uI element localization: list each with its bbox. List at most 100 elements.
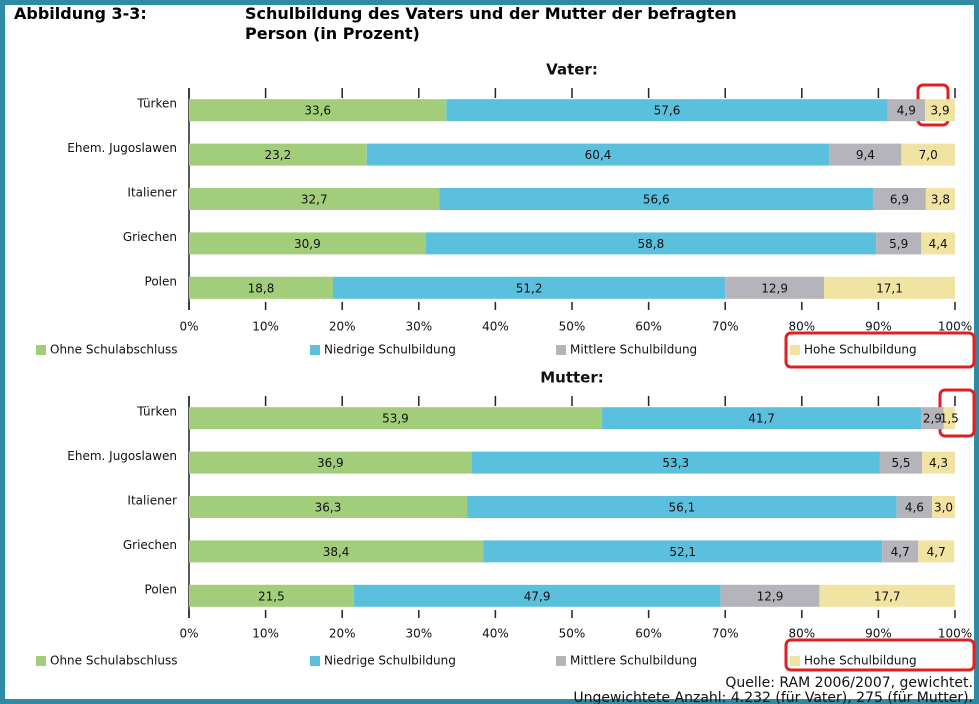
x-tick-label: 10%	[252, 320, 279, 334]
x-tick-label: 30%	[405, 627, 432, 641]
bar-segment	[943, 407, 955, 430]
value-label: 4,6	[905, 501, 924, 515]
bar-segment	[896, 496, 933, 518]
x-tick-label: 50%	[559, 320, 586, 334]
legend-swatch	[556, 345, 566, 355]
x-tick-label: 0%	[179, 627, 198, 641]
legend-swatch	[310, 345, 320, 355]
x-tick-label: 60%	[635, 627, 662, 641]
bar-segment	[189, 188, 440, 210]
value-label: 4,3	[929, 456, 948, 470]
category-label: Türken	[136, 405, 177, 419]
bar-segment	[720, 584, 820, 607]
bar-segment	[932, 496, 955, 518]
value-label: 32,7	[301, 193, 328, 207]
bar-segment	[353, 584, 721, 607]
bar-segment	[876, 232, 922, 255]
legend-label: Niedrige Schulbildung	[324, 654, 456, 668]
bar-segment	[873, 188, 926, 210]
value-label: 23,2	[264, 148, 291, 162]
bar-segment	[189, 451, 472, 474]
value-label: 17,7	[874, 589, 901, 603]
legend-label: Ohne Schulabschluss	[50, 343, 177, 357]
bar-segment	[189, 232, 426, 255]
value-label: 5,5	[891, 456, 910, 470]
bar-segment	[467, 496, 897, 518]
value-label: 4,7	[927, 545, 946, 559]
bar-segment	[922, 451, 955, 474]
category-label: Italiener	[127, 186, 177, 200]
bar-segment	[925, 188, 955, 210]
value-label: 47,9	[524, 589, 551, 603]
legend-label: Ohne Schulabschluss	[50, 654, 177, 668]
bar-segment	[725, 276, 825, 299]
legend-swatch	[556, 656, 566, 666]
value-label: 3,8	[931, 193, 950, 207]
x-tick-label: 0%	[179, 320, 198, 334]
x-tick-label: 20%	[329, 627, 356, 641]
value-label: 17,1	[876, 281, 903, 295]
legend-swatch	[36, 345, 46, 355]
bar-segment	[921, 407, 944, 430]
value-label: 3,9	[931, 104, 950, 118]
value-label: 6,9	[890, 193, 909, 207]
value-label: 56,1	[669, 501, 696, 515]
value-label: 4,7	[891, 545, 910, 559]
x-tick-label: 80%	[788, 320, 815, 334]
bar-segment	[483, 540, 883, 563]
legend-label: Mittlere Schulbildung	[570, 654, 697, 668]
bar-segment	[925, 99, 955, 122]
x-tick-label: 90%	[865, 627, 892, 641]
value-label: 12,9	[761, 281, 788, 295]
bar-segment	[189, 496, 468, 518]
value-label: 2,9	[923, 412, 942, 426]
bar-segment	[829, 143, 902, 166]
category-label: Griechen	[123, 538, 177, 552]
x-tick-label: 60%	[635, 320, 662, 334]
category-label: Griechen	[123, 230, 177, 244]
legend-swatch	[790, 656, 800, 666]
value-label: 36,3	[315, 501, 342, 515]
bar-segment	[824, 276, 955, 299]
value-label: 30,9	[294, 237, 321, 251]
value-label: 51,2	[516, 281, 543, 295]
value-label: 56,6	[643, 193, 670, 207]
value-label: 9,4	[856, 148, 875, 162]
legend-label: Mittlere Schulbildung	[570, 343, 697, 357]
bar-segment	[189, 99, 447, 122]
legend-label: Niedrige Schulbildung	[324, 343, 456, 357]
value-label: 52,1	[669, 545, 696, 559]
bar-segment	[921, 232, 955, 255]
legend-label: Hohe Schulbildung	[804, 654, 917, 668]
x-tick-label: 70%	[712, 320, 739, 334]
chart-title: Mutter:	[540, 369, 604, 387]
bar-segment	[439, 188, 874, 210]
value-label: 5,9	[889, 237, 908, 251]
figure-label: Abbildung 3-3:	[14, 4, 147, 23]
bar-segment	[882, 540, 919, 563]
bar-segment	[366, 143, 830, 166]
bar-segment	[189, 540, 484, 563]
x-tick-label: 100%	[938, 320, 972, 334]
legend-label: Hohe Schulbildung	[804, 343, 917, 357]
x-tick-label: 30%	[405, 320, 432, 334]
category-label: Ehem. Jugoslawen	[67, 449, 177, 463]
figure-title: Schulbildung des Vaters und der Mutter d…	[245, 4, 737, 43]
bar-segment	[601, 407, 922, 430]
category-label: Italiener	[127, 494, 177, 508]
value-label: 58,8	[638, 237, 665, 251]
value-label: 7,0	[919, 148, 938, 162]
value-label: 60,4	[585, 148, 612, 162]
bar-segment	[918, 540, 955, 563]
value-label: 4,9	[897, 104, 916, 118]
x-tick-label: 10%	[252, 627, 279, 641]
value-label: 21,5	[258, 589, 285, 603]
x-tick-label: 90%	[865, 320, 892, 334]
x-tick-label: 40%	[482, 627, 509, 641]
bar-segment	[887, 99, 926, 122]
x-tick-label: 80%	[788, 627, 815, 641]
category-label: Türken	[136, 97, 177, 111]
value-label: 41,7	[748, 412, 775, 426]
category-label: Polen	[145, 582, 177, 596]
